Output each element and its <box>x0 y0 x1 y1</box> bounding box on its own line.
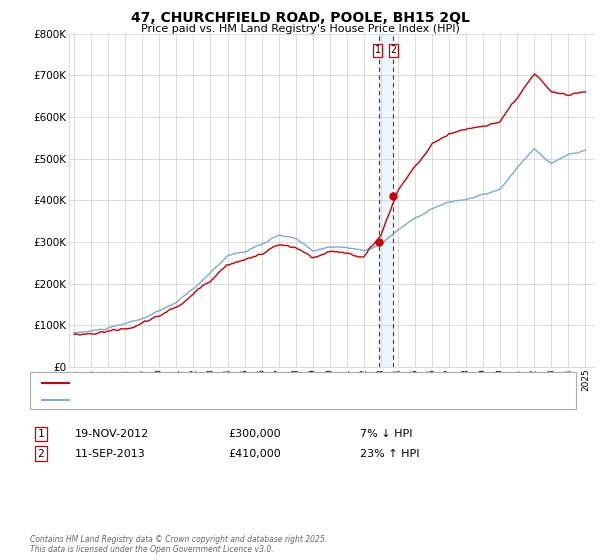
Text: HPI: Average price, detached house, Bournemouth Christchurch and Poole: HPI: Average price, detached house, Bour… <box>75 395 439 405</box>
Text: 2: 2 <box>37 449 44 459</box>
Text: 11-SEP-2013: 11-SEP-2013 <box>75 449 146 459</box>
Text: Contains HM Land Registry data © Crown copyright and database right 2025.
This d: Contains HM Land Registry data © Crown c… <box>30 535 327 554</box>
Text: 47, CHURCHFIELD ROAD, POOLE, BH15 2QL: 47, CHURCHFIELD ROAD, POOLE, BH15 2QL <box>131 11 469 25</box>
Text: 7% ↓ HPI: 7% ↓ HPI <box>360 429 413 439</box>
Text: 1: 1 <box>37 429 44 439</box>
Text: 1: 1 <box>374 45 380 55</box>
Text: £410,000: £410,000 <box>228 449 281 459</box>
Text: 19-NOV-2012: 19-NOV-2012 <box>75 429 149 439</box>
Bar <box>379 34 393 367</box>
Text: Price paid vs. HM Land Registry's House Price Index (HPI): Price paid vs. HM Land Registry's House … <box>140 24 460 34</box>
Text: 2: 2 <box>391 45 397 55</box>
Text: 47, CHURCHFIELD ROAD, POOLE, BH15 2QL (detached house): 47, CHURCHFIELD ROAD, POOLE, BH15 2QL (d… <box>75 377 379 388</box>
Text: £300,000: £300,000 <box>228 429 281 439</box>
Text: 23% ↑ HPI: 23% ↑ HPI <box>360 449 419 459</box>
